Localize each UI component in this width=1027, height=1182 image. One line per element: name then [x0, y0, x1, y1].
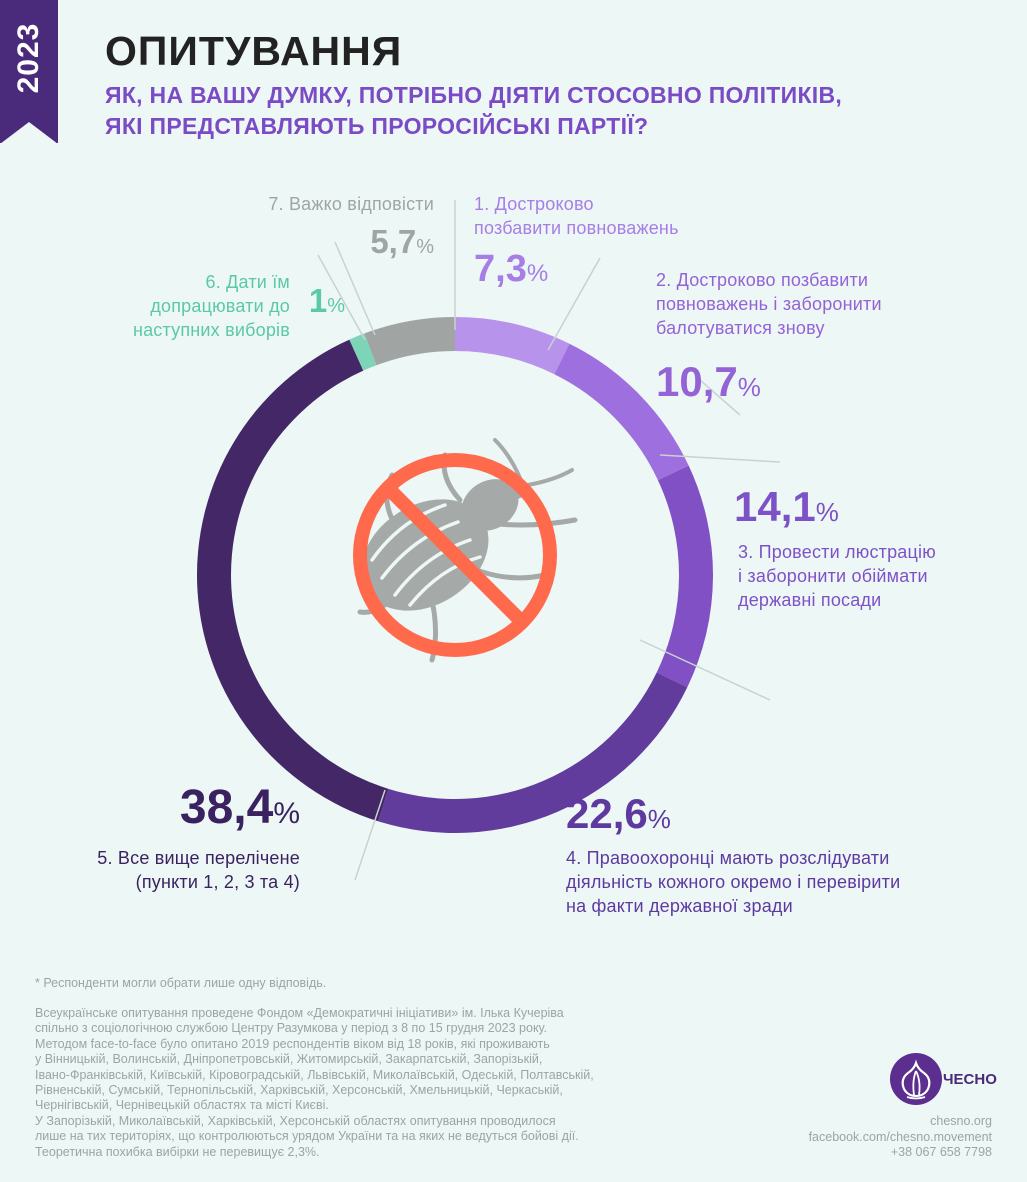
slice-value: 22,6 [566, 790, 648, 837]
leader-line [659, 454, 781, 463]
slice-value-label: 38,4% [180, 780, 300, 835]
slice-value-label: 1% [309, 282, 345, 320]
slice-label: 6. Дати їм допрацювати до наступних виборі… [133, 270, 290, 342]
slice-label-line: 7. Важко відповісти [268, 194, 434, 214]
slice-label-line: 4. Правоохоронці мають розслідувати [566, 848, 890, 868]
slice-value: 38,4 [179, 781, 274, 834]
methodology-line: Всеукраїнське опитування проведене Фондо… [35, 1006, 564, 1020]
slice-label-line: 5. Все вище перелічене [97, 848, 300, 868]
slice-label: 5. Все вище перелічене (пункти 1, 2, 3 та… [97, 846, 300, 894]
slice-label-line: на факти державної зради [566, 896, 793, 916]
slice-label-line: допрацювати до [150, 296, 290, 316]
phone-number: +38 067 658 7798 [890, 1145, 992, 1159]
slice-label-line: повноважень і заборонити [656, 294, 882, 314]
slice-value-label: 10,7% [656, 358, 761, 406]
survey-question: ЯК, НА ВАШУ ДУМКУ, ПОТРІБНО ДІЯТИ СТОСОВ… [105, 80, 925, 142]
leader-line [699, 379, 741, 416]
slice-label-line: 6. Дати їм [205, 272, 290, 292]
footnote: * Респонденти могли обрати лише одну від… [35, 976, 327, 990]
donut-slice [455, 317, 570, 375]
leader-line [639, 639, 771, 701]
slice-label-line: позбавити повноважень [474, 218, 679, 238]
slice-label: 2. Достроково позбавити повноважень і заб… [656, 268, 882, 340]
slice-value-label: 5,7% [370, 223, 434, 261]
slice-label-line: наступних виборів [132, 320, 290, 340]
survey-question-line: ЯКІ ПРЕДСТАВЛЯЮТЬ ПРОРОСІЙСЬКІ ПАРТІЇ? [105, 113, 649, 139]
chesno-logo: ЧЕСНО [890, 1053, 997, 1107]
slice-label-line: 2. Достроково позбавити [656, 270, 869, 290]
slice-label: 3. Провести люстрацію і заборонити обійма… [738, 540, 936, 612]
methodology-line: Івано-Франківській, Київській, Кіровогра… [35, 1067, 594, 1082]
leader-line [334, 241, 376, 336]
slice-label-line: 1. Достроково [474, 194, 594, 214]
donut-slice [656, 465, 713, 688]
slice-value: 7,3 [474, 248, 527, 290]
slice-label-line: діяльність кожного окремо і перевірити [566, 872, 901, 892]
slice-label: 4. Правоохоронці мають розслідувати діяль… [566, 846, 900, 918]
year-ribbon: 2023 [0, 0, 58, 144]
donut-slice [554, 343, 689, 481]
crossed-out-colorado-beetle-icon [353, 438, 578, 663]
slice-label-line: 3. Провести люстрацію [738, 542, 936, 562]
methodology-line: у Вінницькій, Волинській, Дніпропетровсь… [35, 1052, 543, 1067]
slice-label: 1. Достроково позбавити повноважень [474, 192, 679, 240]
methodology-line: лише на тих територіях, що контролюються… [35, 1129, 579, 1144]
slice-label-line: і заборонити обіймати [738, 566, 928, 586]
garlic-logo-icon [890, 1053, 942, 1105]
slice-value-label: 14,1% [734, 483, 839, 531]
survey-question-line: ЯК, НА ВАШУ ДУМКУ, ПОТРІБНО ДІЯТИ СТОСОВ… [105, 82, 843, 108]
leader-line [354, 789, 386, 881]
methodology-line: Рівненській, Сумській, Тернопільській, Х… [35, 1083, 563, 1098]
slice-value: 1 [308, 282, 328, 319]
percent-sign: % [526, 260, 549, 287]
donut-chart [197, 200, 781, 881]
page-title: ОПИТУВАННЯ [105, 28, 403, 74]
slice-value-label: 22,6% [566, 790, 671, 838]
methodology-line: спільно з соціологічною службою Центру Р… [35, 1021, 548, 1036]
slice-value: 5,7 [370, 223, 417, 260]
methodology-line: У Запорізькій, Миколаївській, Харківські… [35, 1113, 556, 1128]
donut-slice [378, 672, 688, 833]
percent-sign: % [416, 236, 434, 258]
slice-label-line: (пункти 1, 2, 3 та 4) [135, 872, 300, 892]
percent-sign: % [647, 804, 671, 834]
logo-text: ЧЕСНО [943, 1071, 997, 1088]
methodology-note: Всеукраїнське опитування проведене Фондо… [35, 1006, 655, 1160]
slice-value: 14,1 [734, 483, 816, 530]
slice-value: 10,7 [656, 358, 738, 405]
donut-slice [364, 317, 455, 366]
donut-slice [197, 339, 389, 822]
facebook-link[interactable]: facebook.com/chesno.movement [808, 1129, 992, 1144]
slice-label: 7. Важко відповісти [268, 192, 434, 216]
methodology-line: Методом face-to-face було опитано 2019 р… [35, 1036, 550, 1051]
leader-line [547, 257, 601, 351]
percent-sign: % [273, 797, 300, 830]
methodology-line: Чернігівській, Чернівецькій областях та … [35, 1098, 329, 1113]
donut-slice [349, 333, 377, 371]
leader-line [317, 254, 366, 341]
slice-value-label: 7,3% [474, 248, 548, 291]
percent-sign: % [737, 372, 761, 402]
percent-sign: % [815, 497, 839, 527]
website-link[interactable]: chesno.org [930, 1114, 992, 1128]
percent-sign: % [327, 295, 345, 317]
methodology-line: Теоретична похибка вибірки не перевищує … [35, 1144, 320, 1159]
slice-label-line: державні посади [738, 590, 882, 610]
contacts: chesno.org facebook.com/chesno.movement … [809, 1114, 992, 1161]
slice-label-line: балотуватися знову [656, 318, 825, 338]
